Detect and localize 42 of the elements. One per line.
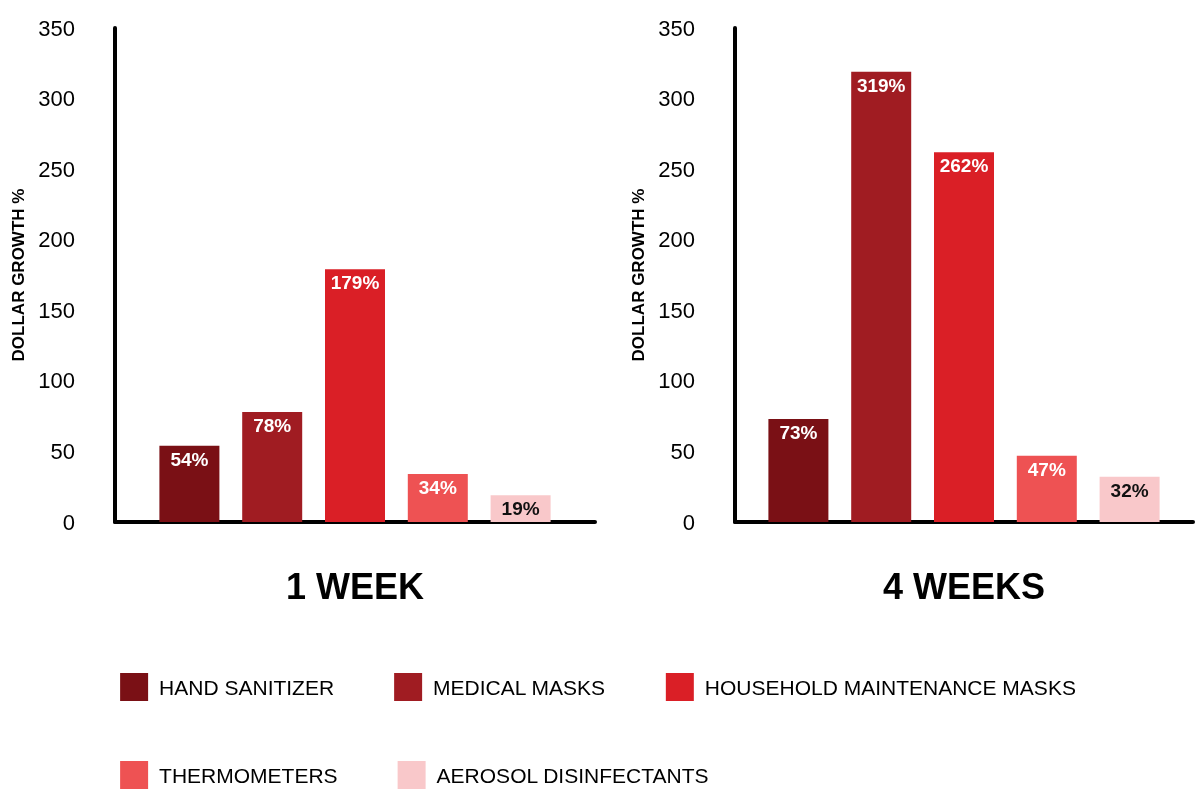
bar: [1016, 455, 1077, 522]
y-tick-label: 100: [38, 368, 75, 394]
bar: [934, 152, 994, 522]
y-tick-label: 100: [658, 368, 695, 394]
data-label: 54%: [170, 448, 209, 470]
y-tick-label: 350: [38, 15, 75, 41]
y-tick-label: 150: [38, 297, 75, 323]
legend-label: HOUSEHOLD MAINTENANCE MASKS: [704, 675, 1076, 699]
legend-label: THERMOMETERS: [159, 763, 338, 787]
data-label: 32%: [1110, 479, 1149, 501]
y-tick-label: 300: [38, 86, 75, 112]
y-tick-label: 200: [658, 227, 695, 253]
y-tick-label: 300: [658, 86, 695, 112]
y-tick-label: 200: [38, 227, 75, 253]
legend-label: HAND SANITIZER: [159, 675, 335, 699]
data-label: 262%: [939, 155, 989, 177]
y-tick-label: 150: [658, 297, 695, 323]
data-label: 19%: [501, 498, 540, 520]
data-label: 319%: [856, 74, 906, 96]
y-axis-title: DOLLAR GROWTH %: [9, 188, 28, 362]
data-label: 73%: [779, 421, 818, 443]
data-label: 78%: [253, 414, 292, 436]
data-label: 179%: [330, 272, 380, 294]
legend-label: MEDICAL MASKS: [433, 675, 606, 699]
y-axis-title: DOLLAR GROWTH %: [629, 188, 648, 362]
bar: [159, 445, 220, 522]
bar: [325, 269, 385, 522]
bar: [851, 71, 912, 522]
x-axis-title: 1 WEEK: [285, 565, 425, 607]
y-tick-label: 50: [670, 438, 695, 464]
bar: [242, 411, 303, 522]
y-tick-label: 0: [62, 509, 75, 535]
x-axis-title: 4 WEEKS: [882, 565, 1046, 607]
data-label: 34%: [418, 477, 457, 499]
data-label: 47%: [1027, 458, 1066, 480]
y-tick-label: 350: [658, 15, 695, 41]
y-tick-label: 0: [682, 509, 695, 535]
y-tick-label: 50: [50, 438, 75, 464]
bar: [768, 418, 829, 522]
y-tick-label: 250: [38, 156, 75, 182]
y-tick-label: 250: [658, 156, 695, 182]
legend-label: AEROSOL DISINFECTANTS: [436, 763, 709, 787]
